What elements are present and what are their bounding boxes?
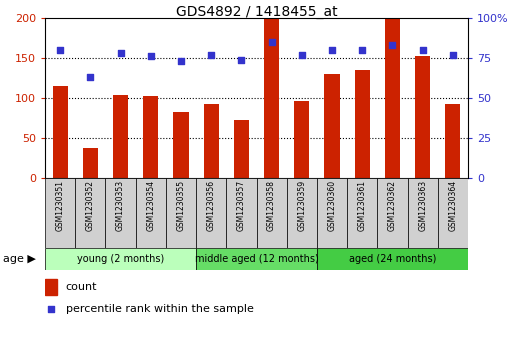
Point [389,42,397,48]
Point [147,53,155,59]
Text: GSM1230364: GSM1230364 [449,180,457,231]
Point [419,47,427,53]
Bar [294,101,309,178]
Bar [143,97,158,178]
Bar [287,178,317,248]
Text: GSM1230351: GSM1230351 [55,180,65,231]
Point [449,52,457,58]
Text: percentile rank within the sample: percentile rank within the sample [66,304,253,314]
Text: GSM1230359: GSM1230359 [297,180,306,231]
Bar [407,178,438,248]
Point [237,57,245,62]
Point [86,74,94,80]
Bar [377,178,407,248]
Bar [257,178,287,248]
Point [298,52,306,58]
Point [56,47,64,53]
Text: aged (24 months): aged (24 months) [349,254,436,264]
Point [47,306,55,312]
Text: GSM1230363: GSM1230363 [418,180,427,231]
Bar [136,178,166,248]
Bar [45,280,57,295]
Bar [52,86,68,178]
Text: GSM1230354: GSM1230354 [146,180,155,231]
Bar [317,178,347,248]
Text: middle aged (12 months): middle aged (12 months) [195,254,319,264]
Bar [438,178,468,248]
Point [328,47,336,53]
Point [177,58,185,64]
Bar [415,56,430,178]
Bar [173,111,188,178]
Bar [204,105,219,178]
Bar [45,248,196,270]
Point [207,52,215,58]
Text: GSM1230362: GSM1230362 [388,180,397,231]
Text: GSM1230355: GSM1230355 [176,180,185,231]
Bar [75,178,106,248]
Text: GSM1230357: GSM1230357 [237,180,246,231]
Bar [226,178,257,248]
Bar [385,18,400,178]
Bar [355,70,370,178]
Text: GSM1230360: GSM1230360 [328,180,336,231]
Text: young (2 months): young (2 months) [77,254,164,264]
Bar [45,178,75,248]
Bar [106,178,136,248]
Text: age ▶: age ▶ [3,254,36,264]
Bar [166,178,196,248]
Bar [325,74,339,178]
Bar [113,95,128,178]
Text: GDS4892 / 1418455_at: GDS4892 / 1418455_at [176,5,337,19]
Point [116,50,124,56]
Bar [234,119,249,178]
Point [268,39,276,45]
Bar [264,18,279,178]
Bar [317,248,468,270]
Bar [446,105,460,178]
Bar [196,248,317,270]
Text: GSM1230353: GSM1230353 [116,180,125,231]
Text: GSM1230358: GSM1230358 [267,180,276,231]
Text: GSM1230352: GSM1230352 [86,180,95,231]
Bar [347,178,377,248]
Text: GSM1230356: GSM1230356 [207,180,216,231]
Bar [83,148,98,178]
Text: count: count [66,282,97,292]
Text: GSM1230361: GSM1230361 [358,180,367,231]
Bar [196,178,226,248]
Point [358,47,366,53]
